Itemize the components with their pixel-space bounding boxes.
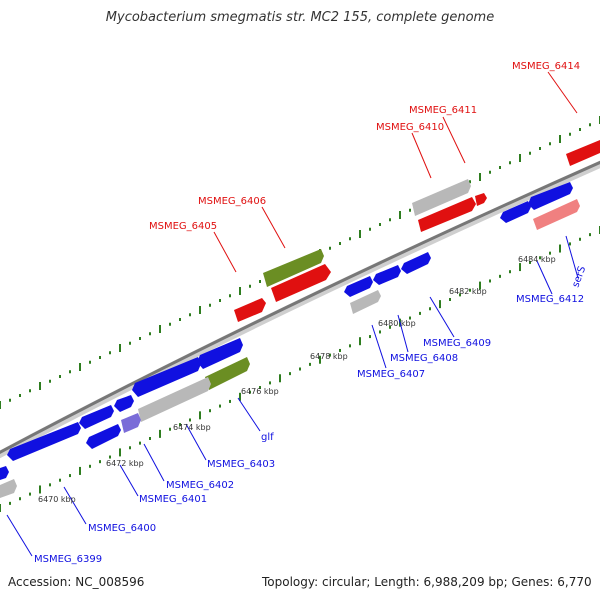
gene-purple[interactable] <box>121 413 141 433</box>
gene-msmeg-6414[interactable] <box>566 140 600 166</box>
scale-tick-label: 6476 kbp <box>241 387 279 396</box>
gene-label-msmeg-6414[interactable]: MSMEG_6414 <box>512 61 580 72</box>
gene-msmeg-6403[interactable] <box>132 357 201 397</box>
scale-tick-label: 6470 kbp <box>38 495 76 504</box>
gene-rna-upper[interactable] <box>263 249 324 287</box>
gene-sers[interactable] <box>533 199 580 230</box>
scale-tick-label: 6484 kbp <box>518 255 556 264</box>
gene-label-msmeg-6411[interactable]: MSMEG_6411 <box>409 105 477 116</box>
gene-msmeg-6399[interactable] <box>0 479 17 498</box>
gene-msmeg-6400[interactable] <box>7 422 81 461</box>
label-leaders <box>6 71 579 557</box>
gene-label-msmeg-6405[interactable]: MSMEG_6405 <box>149 221 217 232</box>
gene-msmeg-6404[interactable] <box>197 338 243 369</box>
gene-label-msmeg-6410[interactable]: MSMEG_6410 <box>376 122 444 133</box>
gc-skew-ticks <box>0 116 600 512</box>
reverse-gene-labels: MSMEG_6399 MSMEG_6400 MSMEG_6401 MSMEG_6… <box>34 265 588 565</box>
gene-label-msmeg-6406[interactable]: MSMEG_6406 <box>198 196 266 207</box>
gene-glf[interactable] <box>205 357 250 390</box>
gene-label-msmeg-6409[interactable]: MSMEG_6409 <box>423 338 491 349</box>
scale-tick-label: 6480 kbp <box>378 319 416 328</box>
gene-label-msmeg-6408[interactable]: MSMEG_6408 <box>390 353 458 364</box>
gene-msmeg-6401b[interactable] <box>86 424 121 449</box>
gene-blue-6413[interactable] <box>528 182 573 210</box>
scale-tick-label: 6474 kbp <box>173 423 211 432</box>
gene-label-msmeg-6402[interactable]: MSMEG_6402 <box>166 480 234 491</box>
gene-msmeg-6402b[interactable] <box>114 395 134 412</box>
map-title: Mycobacterium smegmatis str. MC2 155, co… <box>105 10 495 25</box>
gene-msmeg-6411[interactable] <box>475 193 487 206</box>
gene-msmeg-6407b[interactable] <box>344 276 373 297</box>
scale-tick-label: 6482 kbp <box>449 287 487 296</box>
gene-msmeg-6410[interactable] <box>418 197 476 232</box>
genome-backbone <box>0 160 600 459</box>
forward-gene-labels: MSMEG_6405 MSMEG_6406 MSMEG_6410 MSMEG_6… <box>149 61 580 232</box>
gene-msmeg-6405[interactable] <box>234 298 266 322</box>
gene-label-msmeg-6407[interactable]: MSMEG_6407 <box>357 369 425 380</box>
gene-msmeg-6412[interactable] <box>500 201 531 223</box>
gene-label-sers[interactable]: serS <box>570 265 588 289</box>
gene-msmeg-6406[interactable] <box>271 264 331 302</box>
gene-msmeg-6409[interactable] <box>401 252 431 274</box>
gene-msmeg-6402[interactable] <box>138 377 211 422</box>
gene-label-msmeg-6412[interactable]: MSMEG_6412 <box>516 294 584 305</box>
gene-label-msmeg-6403[interactable]: MSMEG_6403 <box>207 459 275 470</box>
scale-tick-label: 6478 kbp <box>310 352 348 361</box>
gene-msmeg-6401[interactable] <box>79 405 114 429</box>
gene-grey-top[interactable] <box>412 179 471 216</box>
genome-summary-text: Topology: circular; Length: 6,988,209 bp… <box>262 575 592 589</box>
accession-text: Accession: NC_008596 <box>8 575 145 589</box>
scale-tick-label: 6472 kbp <box>106 459 144 468</box>
gene-label-glf[interactable]: glf <box>261 432 274 443</box>
gene-msmeg-6407[interactable] <box>350 290 381 314</box>
gene-msmeg-6408[interactable] <box>373 265 401 285</box>
gene-features <box>0 140 600 498</box>
gene-label-msmeg-6400[interactable]: MSMEG_6400 <box>88 523 156 534</box>
gene-blue-left[interactable] <box>0 466 9 480</box>
gene-label-msmeg-6399[interactable]: MSMEG_6399 <box>34 554 102 565</box>
gene-label-msmeg-6401[interactable]: MSMEG_6401 <box>139 494 207 505</box>
scale-axis: 6470 kbp 6472 kbp 6474 kbp 6476 kbp 6478… <box>38 255 556 504</box>
